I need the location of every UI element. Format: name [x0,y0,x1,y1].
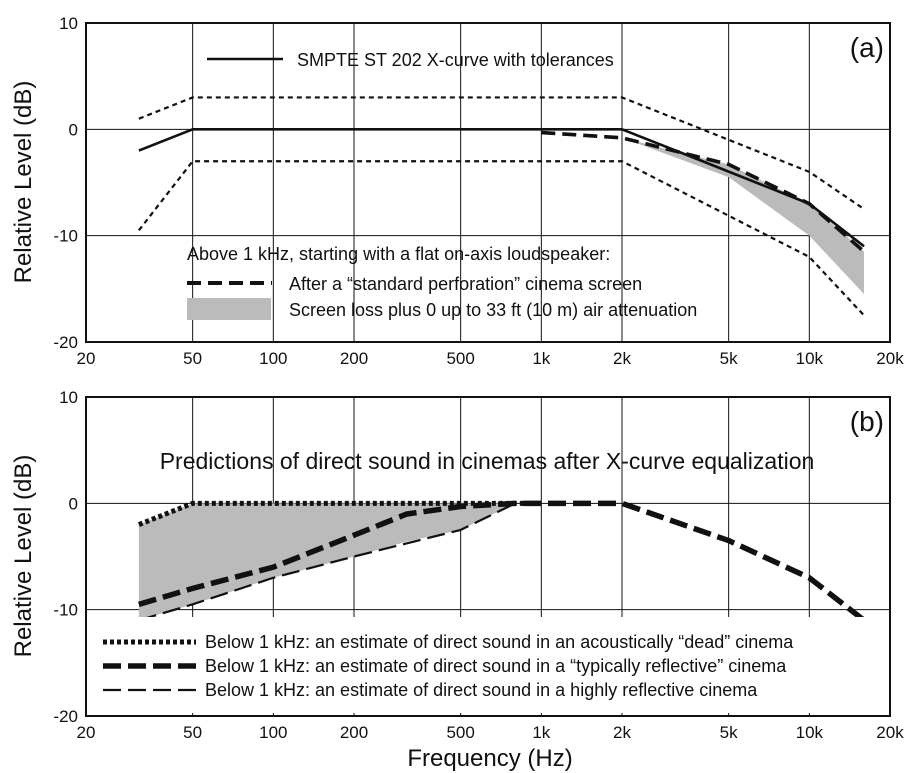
x-tick-label: 2k [613,723,631,742]
legend: SMPTE ST 202 X-curve with tolerances Abo… [187,50,697,320]
legend-label-typical: Below 1 kHz: an estimate of direct sound… [205,656,787,676]
y-tick-label: 0 [69,120,78,139]
y-axis-label: Relative Level (dB) [10,81,37,284]
y-tick-label: 0 [69,494,78,513]
legend-label-dead: Below 1 kHz: an estimate of direct sound… [205,632,794,652]
x-tick-label: 500 [446,723,474,742]
series-line-thin-dashed [138,502,542,622]
x-tick-label: 20 [77,723,96,742]
x-tick-label: 20k [876,349,904,368]
plot-border [85,396,891,717]
y-tick-label: 10 [59,388,78,407]
series-line-dotted-tolerance [138,96,865,210]
x-tick-label: 50 [183,723,202,742]
legend-background [88,617,888,713]
x-tick-label: 100 [259,349,287,368]
y-axis-label: Relative Level (dB) [10,455,37,658]
x-tick-label: 20k [876,723,904,742]
series-line-dashed [541,130,866,253]
y-tick-label: -20 [53,333,78,352]
series-line-dotted [137,500,542,527]
series-band [138,503,516,621]
y-tick-label: 10 [59,14,78,33]
plot-border [85,22,891,343]
legend-swatch-air [187,298,271,320]
x-tick-label: 5k [720,349,738,368]
x-tick-label: 10k [796,349,824,368]
y-tick-label: -20 [53,707,78,726]
panel-a: 100-10-20 20 50 100 200 500 1k 2k 5k 10k 20k (a) … [10,14,904,368]
legend-label-reflective: Below 1 kHz: an estimate of direct sound… [205,680,758,700]
legend-label-screen: After a “standard perforation” cinema sc… [289,274,642,294]
x-tick-label: 5k [720,723,738,742]
x-axis-label: Frequency (Hz) [407,745,572,772]
x-tick-label: 20 [77,349,96,368]
series-line-dotted-tolerance [138,160,865,317]
x-tick-label: 1k [532,723,550,742]
series-line-solid [138,128,865,248]
x-tick-label: 200 [340,723,368,742]
series-band [541,132,865,295]
x-tick-label: 500 [446,349,474,368]
y-tick-label: -10 [53,601,78,620]
x-tick-label: 50 [183,349,202,368]
series-line-thick-dashed [138,500,866,623]
legend: Below 1 kHz: an estimate of direct sound… [103,632,794,700]
legend-heading: Above 1 kHz, starting with a flat on-axi… [187,244,610,264]
legend-label-xcurve: SMPTE ST 202 X-curve with tolerances [297,50,614,70]
x-tick-label: 1k [532,349,550,368]
panel-b: 100-10-20 20 50 100 200 500 1k 2k 5k 10k 20k (b) … [10,388,904,772]
panel-label: (a) [850,32,884,63]
panel-label: (b) [850,406,884,437]
y-tick-label: -10 [53,227,78,246]
legend-label-air: Screen loss plus 0 up to 33 ft (10 m) ai… [289,300,697,320]
x-tick-label: 200 [340,349,368,368]
x-tick-label: 10k [796,723,824,742]
x-tick-label: 2k [613,349,631,368]
chart-title: Predictions of direct sound in cinemas a… [160,448,815,474]
x-tick-label: 100 [259,723,287,742]
